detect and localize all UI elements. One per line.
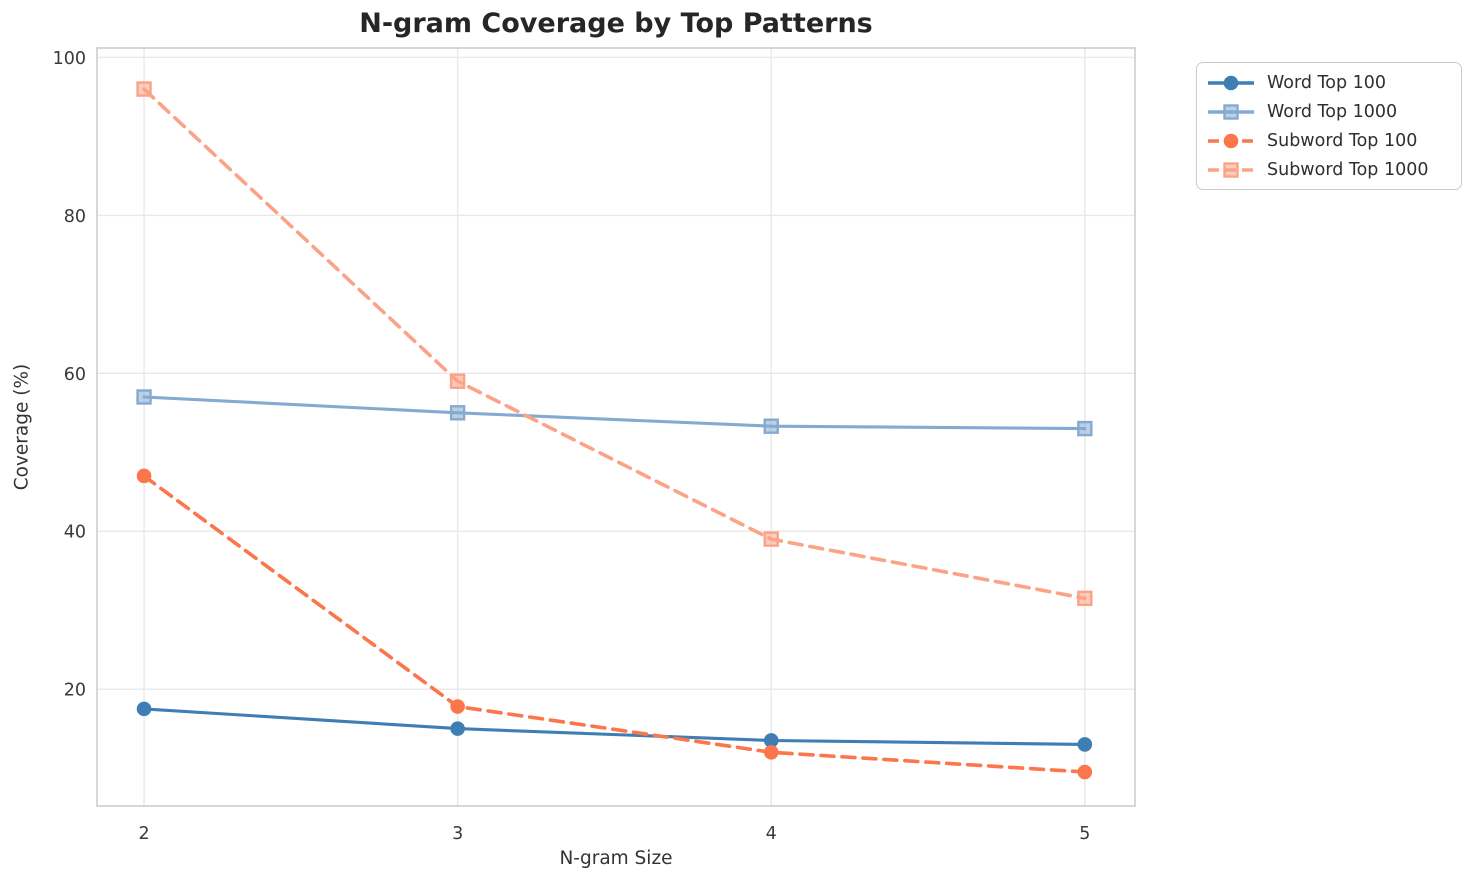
legend-swatch-subword-top-1000 [1208, 161, 1254, 178]
series-line-subword-top-100 [142, 474, 1087, 774]
marker-circle-word-top-100 [1077, 737, 1093, 752]
marker-circle-word-top-100 [450, 721, 465, 736]
series-line-word-top-1000 [142, 395, 1087, 431]
chart-title: N-gram Coverage by Top Patterns [359, 8, 873, 39]
legend-label-subword-top-100: Subword Top 100 [1267, 130, 1418, 151]
legend-item-word-top-1000: Word Top 1000 [1207, 97, 1453, 126]
marker-circle-subword-top-100 [136, 468, 152, 484]
legend-item-subword-top-100: Subword Top 100 [1207, 126, 1453, 155]
y-tick-label: 20 [64, 681, 86, 701]
legend-label-subword-top-1000: Subword Top 1000 [1267, 159, 1429, 180]
y-tick-label: 60 [64, 365, 86, 385]
x-tick-label: 2 [138, 824, 149, 844]
legend: Word Top 100 Word Top 1000 Subword Top 100… [1196, 62, 1462, 190]
marker-square-subword-top-1000 [136, 81, 152, 97]
marker-circle-subword-top-100 [1077, 764, 1093, 780]
x-tick-label: 5 [1079, 824, 1090, 844]
marker-square-word-top-1000 [449, 405, 466, 421]
marker-circle-word-top-100 [136, 701, 152, 717]
legend-label-word-top-100: Word Top 100 [1267, 72, 1387, 93]
x-tick-label: 3 [452, 824, 463, 844]
marker-square-subword-top-1000 [763, 531, 779, 547]
legend-item-subword-top-1000: Subword Top 1000 [1207, 155, 1453, 184]
y-axis-label: Coverage (%) [11, 363, 33, 491]
marker-square-word-top-1000 [136, 389, 152, 405]
y-tick-label: 40 [64, 523, 86, 543]
marker-square-word-top-1000 [1077, 420, 1093, 437]
y-tick-label: 100 [53, 49, 86, 69]
marker-square-word-top-1000 [763, 418, 779, 434]
legend-swatch-word-top-100 [1208, 75, 1254, 90]
series-line-subword-top-1000 [142, 87, 1087, 601]
marker-square-subword-top-1000 [1077, 590, 1093, 607]
legend-swatch-word-top-1000 [1208, 103, 1254, 120]
legend-label-word-top-1000: Word Top 1000 [1267, 101, 1398, 122]
legend-item-word-top-100: Word Top 100 [1207, 68, 1453, 97]
x-tick-label: 4 [766, 824, 777, 844]
marker-circle-word-top-100 [763, 733, 779, 748]
x-axis-label: N-gram Size [559, 848, 673, 869]
series-line-word-top-100 [142, 707, 1087, 746]
marker-square-subword-top-1000 [449, 373, 466, 389]
axes-frame [96, 47, 1136, 807]
legend-swatch-subword-top-100 [1208, 133, 1254, 148]
y-tick-label: 80 [64, 207, 86, 227]
marker-circle-subword-top-100 [450, 699, 465, 714]
marker-circle-subword-top-100 [763, 745, 779, 760]
